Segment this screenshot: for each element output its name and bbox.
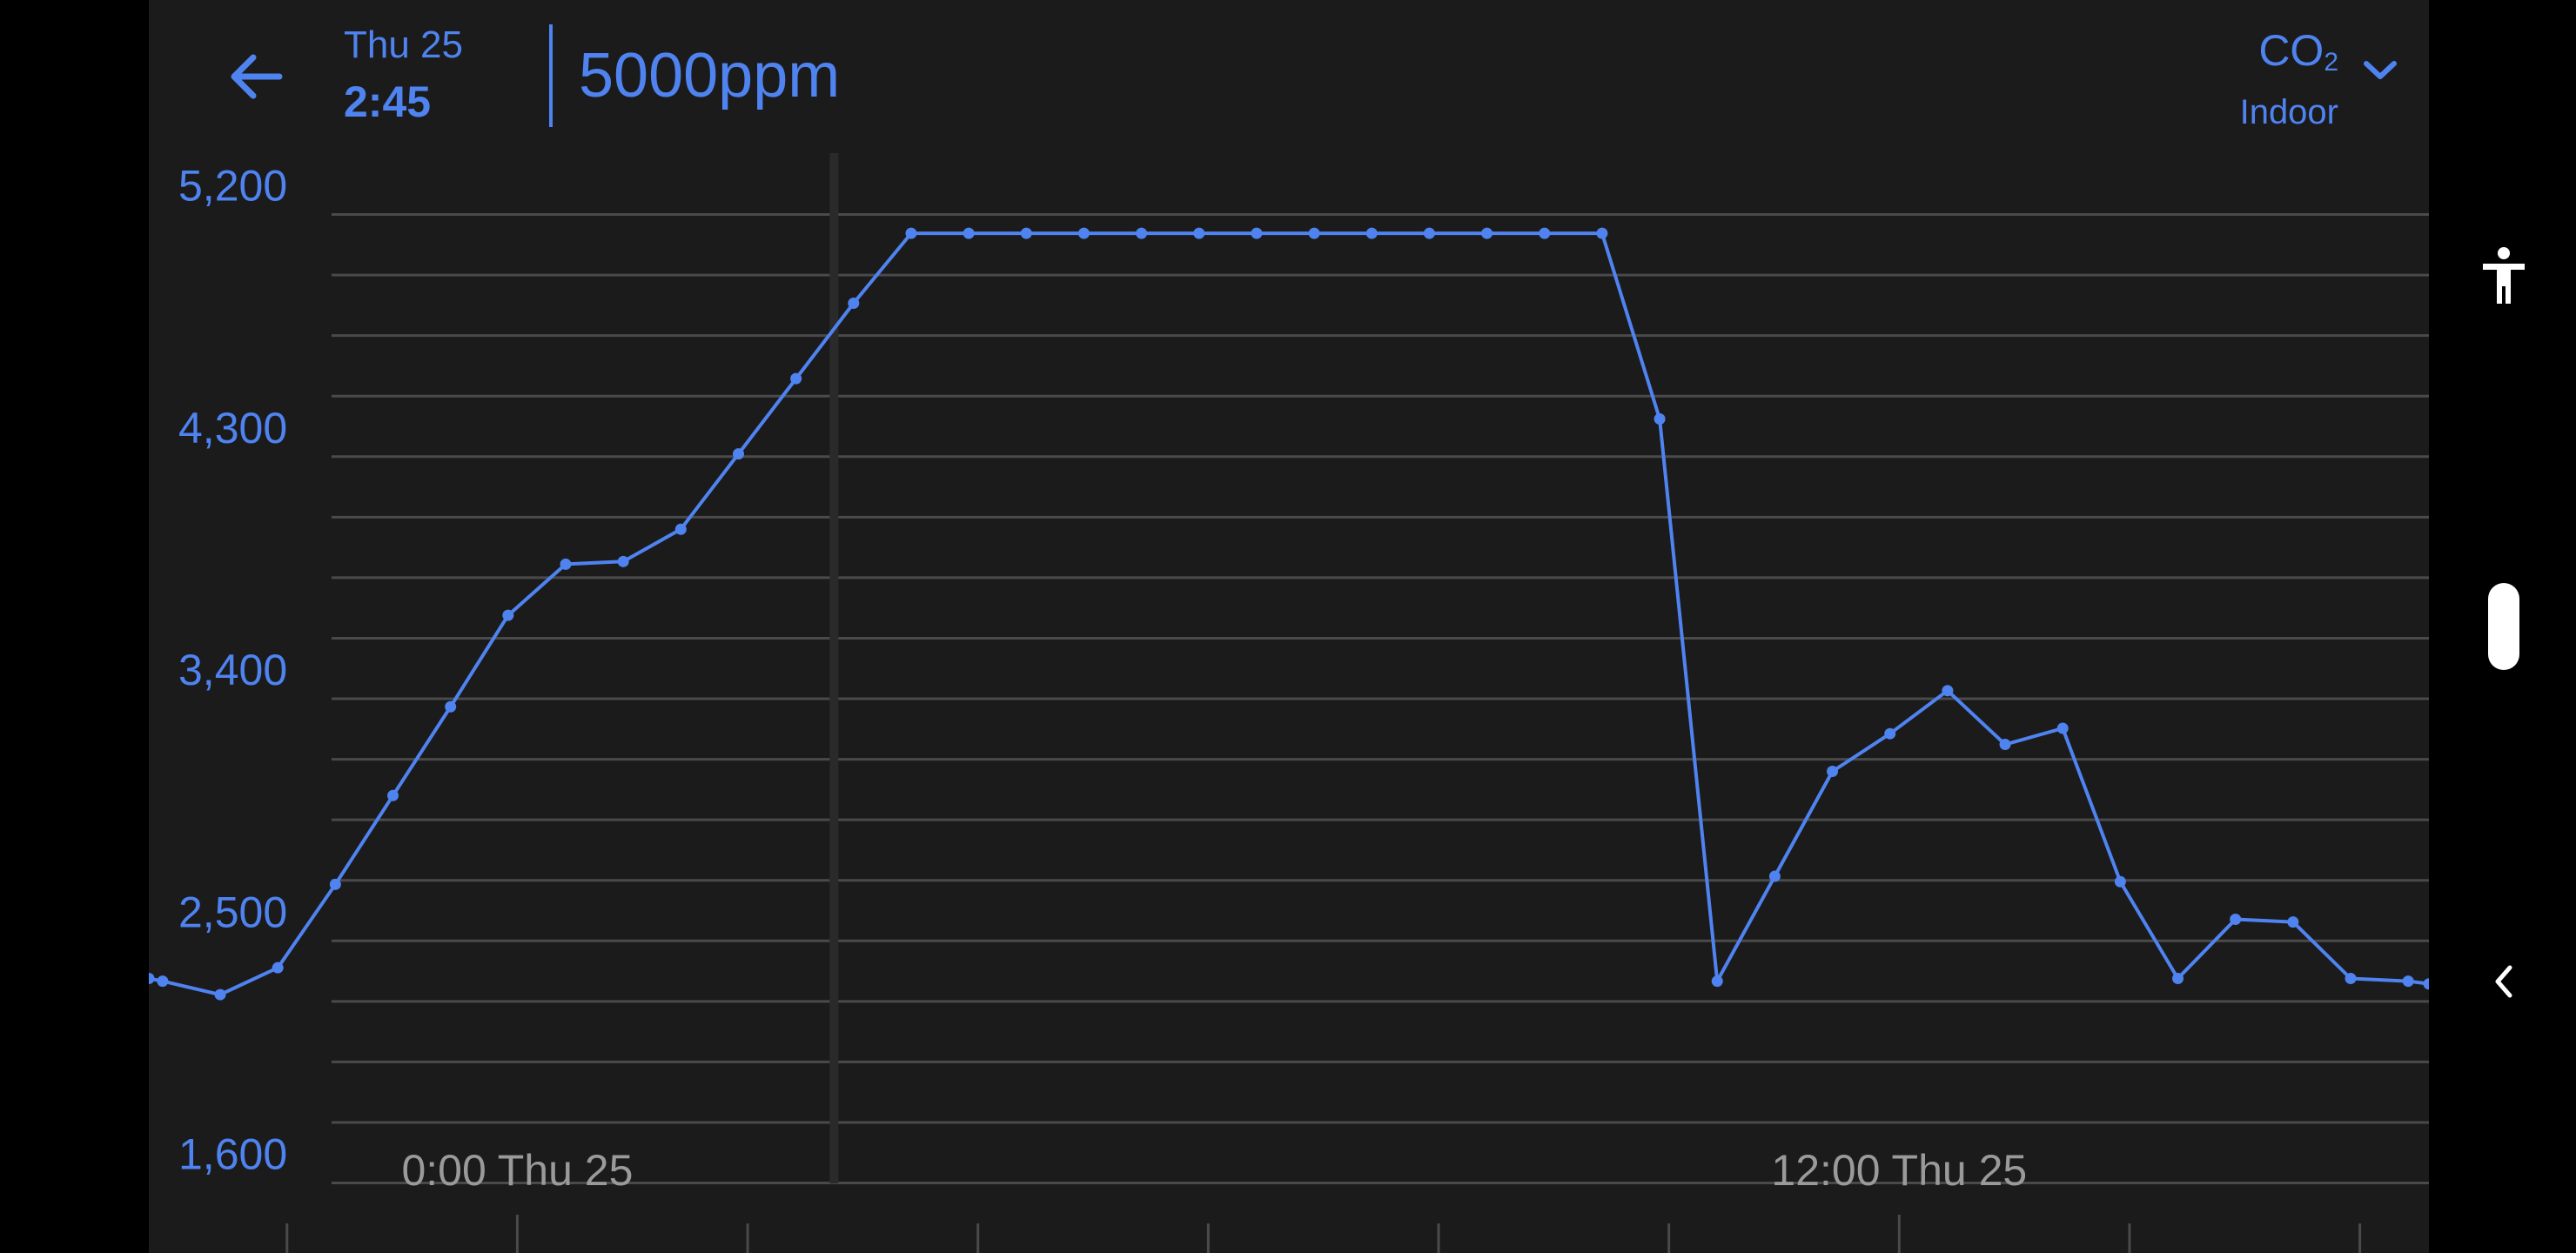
data-point[interactable]: [1999, 739, 2011, 751]
data-point[interactable]: [1884, 727, 1896, 740]
data-point[interactable]: [214, 988, 226, 1001]
data-point[interactable]: [1768, 870, 1781, 882]
data-point[interactable]: [157, 975, 169, 988]
side-scroll-handle[interactable]: [2488, 583, 2519, 670]
metric-location: Indoor: [2239, 93, 2338, 131]
data-point[interactable]: [674, 523, 687, 535]
data-point[interactable]: [560, 558, 572, 570]
data-point[interactable]: [963, 227, 975, 239]
x-axis-ticks: [285, 1215, 2362, 1253]
data-point[interactable]: [2345, 973, 2357, 985]
data-point[interactable]: [1711, 975, 1723, 988]
chart-gridlines: [332, 213, 2429, 1184]
selected-date: Thu 25: [344, 23, 463, 66]
series-line: [149, 231, 2429, 997]
co2-line-chart: 5,200 4,300 3,400 2,500 1,600 0:00 Thu 25 12:…: [149, 153, 2430, 1253]
data-point[interactable]: [1020, 227, 1032, 239]
data-point[interactable]: [1539, 227, 1551, 239]
data-point[interactable]: [1193, 227, 1205, 239]
data-point[interactable]: [2287, 916, 2299, 928]
data-point[interactable]: [2114, 875, 2126, 888]
data-point[interactable]: [2423, 978, 2430, 990]
data-point[interactable]: [272, 962, 284, 974]
co2-series: [149, 227, 2430, 1001]
data-point[interactable]: [848, 298, 860, 310]
x-axis-labels: 0:00 Thu 25 12:00 Thu 25: [401, 1146, 2027, 1195]
chart-cursor: [829, 153, 839, 1183]
x-tick-label: 12:00 Thu 25: [1771, 1146, 2027, 1195]
data-point[interactable]: [1251, 227, 1263, 239]
data-point[interactable]: [329, 878, 341, 890]
header-divider: [549, 24, 553, 127]
data-point[interactable]: [2402, 975, 2414, 988]
data-point[interactable]: [1942, 685, 1954, 697]
system-side-rail: [2429, 0, 2576, 1253]
chevron-left-icon: [2495, 965, 2512, 998]
accessibility-button[interactable]: [2460, 233, 2547, 320]
data-point[interactable]: [1077, 227, 1090, 239]
selected-time: 2:45: [344, 77, 432, 126]
y-tick-label: 2,500: [178, 888, 287, 936]
accessibility-person-icon: [2483, 247, 2525, 304]
chevron-down-icon: [2364, 61, 2397, 79]
data-point[interactable]: [617, 555, 629, 567]
data-point[interactable]: [2172, 973, 2184, 985]
collapse-panel-button[interactable]: [2467, 945, 2540, 1018]
app-window: 5,200 4,300 3,400 2,500 1,600 0:00 Thu 25 12:…: [149, 0, 2429, 1253]
data-point[interactable]: [1654, 412, 1666, 425]
data-point[interactable]: [1596, 227, 1608, 239]
data-point[interactable]: [387, 789, 399, 801]
metric-name: CO2: [2258, 26, 2338, 77]
data-point[interactable]: [445, 700, 457, 713]
data-point[interactable]: [2230, 914, 2242, 926]
data-point[interactable]: [1827, 765, 1839, 777]
arrow-left-icon: [231, 54, 283, 99]
x-tick-label: 0:00 Thu 25: [401, 1146, 633, 1195]
data-point[interactable]: [149, 973, 155, 985]
data-point[interactable]: [1423, 227, 1435, 239]
y-tick-label: 3,400: [178, 646, 287, 694]
data-point[interactable]: [905, 227, 917, 239]
y-axis-labels: 5,200 4,300 3,400 2,500 1,600: [178, 162, 287, 1179]
data-point[interactable]: [1365, 227, 1378, 239]
back-button[interactable]: [211, 37, 299, 117]
data-point[interactable]: [2056, 722, 2069, 734]
y-tick-label: 4,300: [178, 404, 287, 452]
cursor-line[interactable]: [829, 153, 839, 1183]
top-bar: Thu 25 2:45 5000ppm CO2 Indoor: [149, 0, 2429, 153]
data-point[interactable]: [1308, 227, 1320, 239]
data-point[interactable]: [502, 609, 514, 621]
y-tick-label: 1,600: [178, 1130, 287, 1179]
y-tick-label: 5,200: [178, 162, 287, 211]
data-point[interactable]: [790, 372, 802, 385]
data-point[interactable]: [1481, 227, 1493, 239]
data-point[interactable]: [732, 448, 744, 460]
selected-reading: 5000ppm: [579, 41, 841, 111]
data-point[interactable]: [1136, 227, 1148, 239]
metric-dropdown[interactable]: CO2 Indoor: [2240, 24, 2398, 131]
